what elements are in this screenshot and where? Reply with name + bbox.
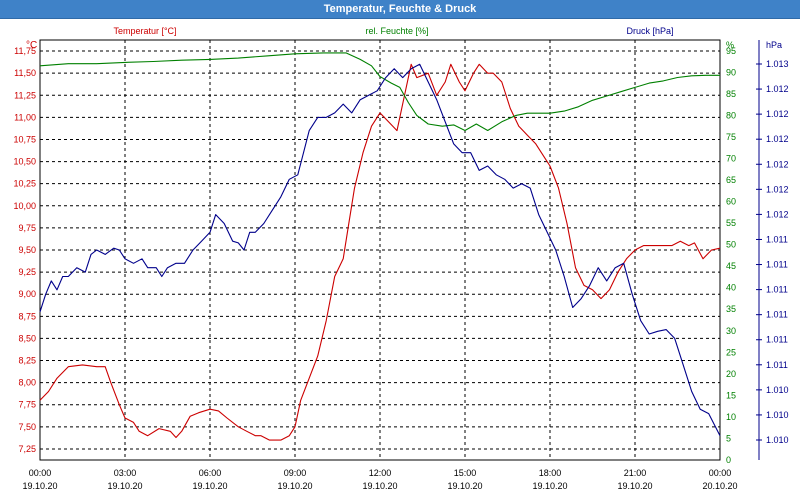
right-tick-label: 1.012 [766,184,789,194]
left-tick-label: 10,50 [13,157,36,167]
middle-tick-label: 90 [726,67,736,77]
right-tick-label: 1.011 [766,285,788,295]
right-tick-label: 1.010 [766,435,789,445]
right-tick-label: 1.011 [766,260,788,270]
right-axis-unit: hPa [766,40,782,50]
x-tick-time: 09:00 [284,468,307,478]
middle-tick-label: 65 [726,175,736,185]
middle-tick-label: 55 [726,218,736,228]
x-tick-date: 20.10.20 [702,481,737,491]
left-tick-label: 11,50 [14,68,36,78]
x-tick-time: 21:00 [624,468,647,478]
left-tick-label: 10,75 [13,134,36,144]
left-tick-label: 8,00 [18,378,36,388]
right-tick-label: 1.010 [766,385,789,395]
middle-tick-label: 15 [726,390,736,400]
x-tick-date: 19.10.20 [107,481,142,491]
humidity-line [39,52,720,132]
x-tick-time: 00:00 [709,468,732,478]
right-tick-label: 1.012 [766,84,789,94]
middle-tick-label: 60 [726,197,736,207]
middle-tick-label: 70 [726,153,736,163]
x-tick-date: 19.10.20 [617,481,652,491]
left-tick-label: 8,75 [18,311,36,321]
left-tick-label: 8,25 [18,356,36,366]
right-tick-label: 1.011 [766,360,788,370]
middle-tick-label: 45 [726,261,736,271]
middle-tick-label: 25 [726,347,736,357]
title-bar: Temperatur, Feuchte & Druck [0,0,800,19]
right-tick-label: 1.012 [766,109,789,119]
right-tick-label: 1.013 [766,59,789,69]
x-tick-date: 19.10.20 [277,481,312,491]
middle-tick-label: 40 [726,283,736,293]
middle-tick-label: 50 [726,240,736,250]
series-label: Temperatur [°C] [113,26,176,36]
middle-tick-label: 85 [726,89,736,99]
left-tick-label: 8,50 [18,333,36,343]
left-tick-label: 9,50 [18,245,36,255]
chart-title: Temperatur, Feuchte & Druck [323,3,477,15]
x-tick-date: 19.10.20 [362,481,397,491]
middle-tick-label: 5 [726,433,731,443]
pressure-line [39,63,721,436]
right-tick-label: 1.011 [766,310,788,320]
left-tick-label: 7,75 [18,400,36,410]
right-tick-label: 1.012 [766,134,789,144]
right-tick-label: 1.010 [766,410,789,420]
left-tick-label: 11,00 [14,112,36,122]
x-tick-time: 18:00 [539,468,562,478]
x-tick-time: 06:00 [199,468,222,478]
series-label: Druck [hPa] [626,26,673,36]
middle-tick-label: 75 [726,132,736,142]
middle-tick-label: 0 [726,455,731,465]
left-tick-label: 7,50 [18,422,36,432]
middle-tick-label: 20 [726,369,736,379]
x-tick-date: 19.10.20 [192,481,227,491]
left-tick-label: 7,25 [18,444,36,454]
right-tick-label: 1.012 [766,209,789,219]
left-tick-label: 9,75 [18,223,36,233]
middle-axis-unit: % [726,40,734,50]
temperature-line [39,63,721,441]
right-tick-label: 1.012 [766,159,789,169]
x-tick-time: 15:00 [454,468,477,478]
x-tick-date: 19.10.20 [22,481,57,491]
left-tick-label: 11,25 [14,90,36,100]
middle-tick-label: 30 [726,326,736,336]
series-label: rel. Feuchte [%] [365,26,428,36]
left-tick-label: 10,00 [13,201,36,211]
middle-tick-label: 95 [726,46,736,56]
right-tick-label: 1.011 [766,335,788,345]
x-tick-time: 03:00 [114,468,137,478]
middle-tick-label: 80 [726,110,736,120]
middle-tick-label: 10 [726,412,736,422]
left-tick-label: 9,00 [18,289,36,299]
left-axis-unit: °C [26,40,37,51]
right-tick-label: 1.011 [766,234,788,244]
left-tick-label: 10,25 [13,179,36,189]
middle-tick-label: 35 [726,304,736,314]
left-tick-label: 11,75 [14,46,36,56]
x-tick-date: 19.10.20 [532,481,567,491]
x-tick-date: 19.10.20 [447,481,482,491]
x-tick-time: 00:00 [29,468,52,478]
left-tick-label: 9,25 [18,267,36,277]
x-tick-time: 12:00 [369,468,392,478]
